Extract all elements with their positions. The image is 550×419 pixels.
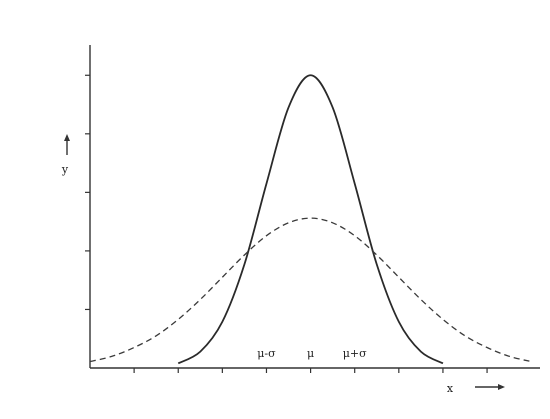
annotation: μ: [307, 347, 314, 360]
annotation: μ-σ: [257, 347, 276, 360]
y-axis-label: y: [61, 163, 69, 176]
annotation: μ+σ: [343, 347, 367, 360]
series-line: [89, 217, 532, 363]
x-axis-label: x: [447, 382, 454, 395]
y-arrow: [64, 134, 70, 155]
series-line: [177, 74, 444, 365]
x-arrow: [475, 384, 505, 390]
